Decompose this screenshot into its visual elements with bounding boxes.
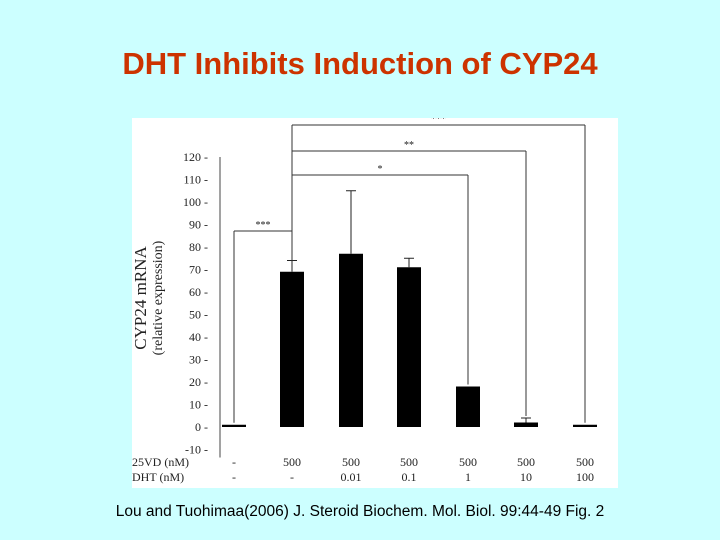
bar xyxy=(222,424,246,427)
y-axis-subtitle: (relative expression) xyxy=(151,240,166,355)
bar-chart: 120 -110 -100 -90 -80 -70 -60 -50 -40 -3… xyxy=(132,118,597,484)
y-tick-label: 110 - xyxy=(183,173,208,187)
category-label-25vd: 500 xyxy=(342,455,360,469)
y-tick-label: 40 - xyxy=(189,330,208,344)
bar xyxy=(339,253,363,427)
y-tick-label: -10 - xyxy=(185,443,208,457)
y-tick-label: 60 - xyxy=(189,285,208,299)
bar xyxy=(514,422,538,427)
slide-title: DHT Inhibits Induction of CYP24 xyxy=(122,46,598,81)
category-label-dht: 0.1 xyxy=(402,470,417,484)
category-label-dht: 1 xyxy=(465,470,471,484)
row-label-dht: DHT (nM) xyxy=(132,470,184,484)
category-label-25vd: 500 xyxy=(400,455,418,469)
significance-label: * xyxy=(378,164,383,175)
bar xyxy=(397,267,421,427)
category-label-dht: 10 xyxy=(520,470,532,484)
significance-label: *** xyxy=(431,118,446,125)
bar xyxy=(456,386,480,427)
significance-label: ** xyxy=(404,140,414,151)
y-tick-label: 30 - xyxy=(189,353,208,367)
category-label-25vd: 500 xyxy=(283,455,301,469)
category-label-dht: 100 xyxy=(576,470,594,484)
y-tick-label: 90 - xyxy=(189,218,208,232)
row-label-25vd: 25VD (nM) xyxy=(132,455,189,469)
y-tick-label: 100 - xyxy=(183,195,208,209)
chart-figure: 120 -110 -100 -90 -80 -70 -60 -50 -40 -3… xyxy=(132,118,618,488)
category-label-dht: - xyxy=(232,470,236,484)
y-tick-label: 20 - xyxy=(189,375,208,389)
y-tick-label: 80 - xyxy=(189,240,208,254)
y-tick-label: 70 - xyxy=(189,263,208,277)
y-tick-label: 10 - xyxy=(189,398,208,412)
y-tick-label: 0 - xyxy=(195,420,208,434)
bar xyxy=(573,424,597,427)
citation-caption: Lou and Tuohimaa(2006) J. Steroid Bioche… xyxy=(115,503,605,520)
category-label-25vd: 500 xyxy=(576,455,594,469)
bar xyxy=(280,271,304,427)
category-label-25vd: - xyxy=(232,455,236,469)
category-label-25vd: 500 xyxy=(459,455,477,469)
y-axis-title: CYP24 mRNA xyxy=(132,246,150,350)
y-tick-label: 120 - xyxy=(183,150,208,164)
category-label-25vd: 500 xyxy=(517,455,535,469)
category-label-dht: 0.01 xyxy=(341,470,362,484)
category-label-dht: - xyxy=(290,470,294,484)
significance-label: *** xyxy=(256,220,271,231)
y-tick-label: 50 - xyxy=(189,308,208,322)
